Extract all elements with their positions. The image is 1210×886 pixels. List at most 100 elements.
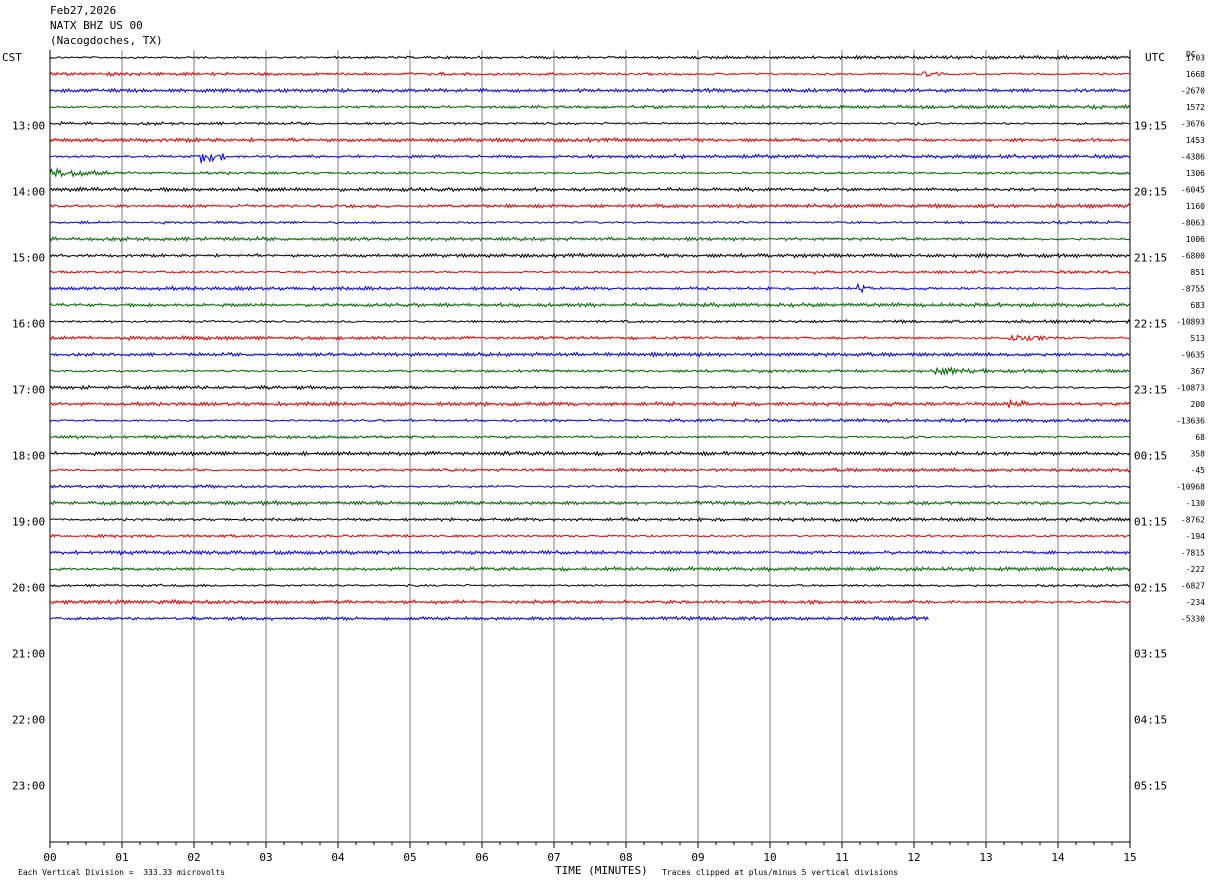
dc-value: 200 xyxy=(1191,400,1206,409)
left-hour-label: 17:00 xyxy=(12,384,45,397)
dc-label: DC xyxy=(1186,50,1196,59)
trace-red xyxy=(49,533,1131,539)
scale-note: Each Vertical Division = 333.33 microvol… xyxy=(18,868,226,877)
right-timezone-label: UTC xyxy=(1145,51,1165,64)
left-hour-label: 19:00 xyxy=(12,516,45,529)
trace-green xyxy=(49,167,1131,179)
right-hour-label: 23:15 xyxy=(1134,384,1167,397)
trace-blue xyxy=(49,417,1131,424)
dc-value: -6800 xyxy=(1181,252,1205,261)
header-date: Feb27,2026 xyxy=(50,4,117,17)
trace-green xyxy=(49,499,1131,507)
x-tick-label: 11 xyxy=(835,851,848,864)
left-hour-label: 20:00 xyxy=(12,582,45,595)
time-grid xyxy=(49,50,1131,848)
left-hour-label: 18:00 xyxy=(12,450,45,463)
trace-blue xyxy=(49,87,1131,94)
left-hour-label: 22:00 xyxy=(12,714,45,727)
right-hour-label: 19:15 xyxy=(1134,120,1167,133)
dc-value: -5330 xyxy=(1181,615,1205,624)
trace-green xyxy=(49,103,1131,110)
x-tick-label: 15 xyxy=(1123,851,1136,864)
dc-value: -10873 xyxy=(1176,384,1205,393)
header-station: NATX BHZ US 00 xyxy=(50,19,143,32)
dc-value: 1572 xyxy=(1186,103,1205,112)
dc-value: -2670 xyxy=(1181,87,1205,96)
trace-red xyxy=(49,136,1131,144)
trace-blue xyxy=(49,282,1131,294)
x-tick-label: 07 xyxy=(547,851,560,864)
x-tick-label: 04 xyxy=(331,851,345,864)
trace-black xyxy=(49,54,1131,61)
dc-value: -4386 xyxy=(1181,153,1205,162)
x-tick-label: 14 xyxy=(1051,851,1065,864)
dc-value: -10968 xyxy=(1176,483,1205,492)
trace-blue xyxy=(49,549,1131,556)
left-hour-label: 23:00 xyxy=(12,780,45,793)
dc-value: -130 xyxy=(1186,499,1205,508)
dc-value: -10893 xyxy=(1176,318,1205,327)
trace-blue xyxy=(49,351,1131,358)
trace-black xyxy=(49,252,1131,259)
dc-value: -6045 xyxy=(1181,186,1205,195)
trace-blue xyxy=(49,615,929,622)
trace-blue xyxy=(49,220,1131,225)
trace-black xyxy=(49,186,1131,193)
trace-green xyxy=(49,565,1131,573)
dc-value: -7815 xyxy=(1181,549,1205,558)
trace-red xyxy=(49,202,1131,210)
trace-blue xyxy=(49,483,1131,490)
dc-value: -13636 xyxy=(1176,417,1205,426)
right-hour-label: 20:15 xyxy=(1134,186,1167,199)
right-hour-label: 05:15 xyxy=(1134,780,1167,793)
dc-value: 513 xyxy=(1191,334,1206,343)
dc-value: 683 xyxy=(1191,301,1206,310)
trace-red xyxy=(49,467,1131,473)
right-hour-label: 01:15 xyxy=(1134,516,1167,529)
x-tick-label: 08 xyxy=(619,851,632,864)
dc-value: -6827 xyxy=(1181,582,1205,591)
dc-value: -234 xyxy=(1186,598,1205,607)
x-axis-label: TIME (MINUTES) xyxy=(555,864,648,877)
left-timezone-label: CST xyxy=(2,51,22,64)
trace-red xyxy=(49,598,1131,606)
dc-value: 358 xyxy=(1191,450,1206,459)
x-tick-label: 13 xyxy=(979,851,992,864)
left-hour-label: 13:00 xyxy=(12,120,45,133)
right-hour-label: 02:15 xyxy=(1134,582,1167,595)
x-tick-label: 01 xyxy=(115,851,128,864)
trace-blue xyxy=(49,152,1131,164)
header-location: (Nacogdoches, TX) xyxy=(50,34,163,47)
trace-green xyxy=(49,366,1131,376)
left-hour-label: 14:00 xyxy=(12,186,45,199)
trace-red xyxy=(49,334,1131,342)
trace-green xyxy=(49,434,1131,440)
right-hour-label: 00:15 xyxy=(1134,450,1167,463)
x-tick-label: 06 xyxy=(475,851,488,864)
dc-value: -8755 xyxy=(1181,285,1205,294)
dc-value: 367 xyxy=(1191,367,1206,376)
right-hour-label: 03:15 xyxy=(1134,648,1167,661)
dc-value: 68 xyxy=(1195,433,1205,442)
trace-black xyxy=(49,583,1131,588)
dc-value: 1306 xyxy=(1186,169,1205,178)
trace-red xyxy=(49,70,1131,78)
dc-value: 1703 xyxy=(1186,54,1205,63)
dc-value: 1160 xyxy=(1186,202,1205,211)
trace-green xyxy=(49,235,1131,243)
trace-red xyxy=(49,398,1131,408)
x-tick-label: 05 xyxy=(403,851,416,864)
dc-value: -9635 xyxy=(1181,351,1205,360)
dc-value: -222 xyxy=(1186,565,1205,574)
seismic-traces xyxy=(49,54,1131,622)
x-tick-label: 02 xyxy=(187,851,200,864)
trace-green xyxy=(49,301,1131,309)
left-hour-label: 21:00 xyxy=(12,648,45,661)
dc-value: -8063 xyxy=(1181,219,1205,228)
dc-value: -194 xyxy=(1186,532,1205,541)
right-hour-label: 04:15 xyxy=(1134,714,1167,727)
x-tick-label: 10 xyxy=(763,851,776,864)
left-hour-label: 16:00 xyxy=(12,318,45,331)
dc-value: -8762 xyxy=(1181,516,1205,525)
